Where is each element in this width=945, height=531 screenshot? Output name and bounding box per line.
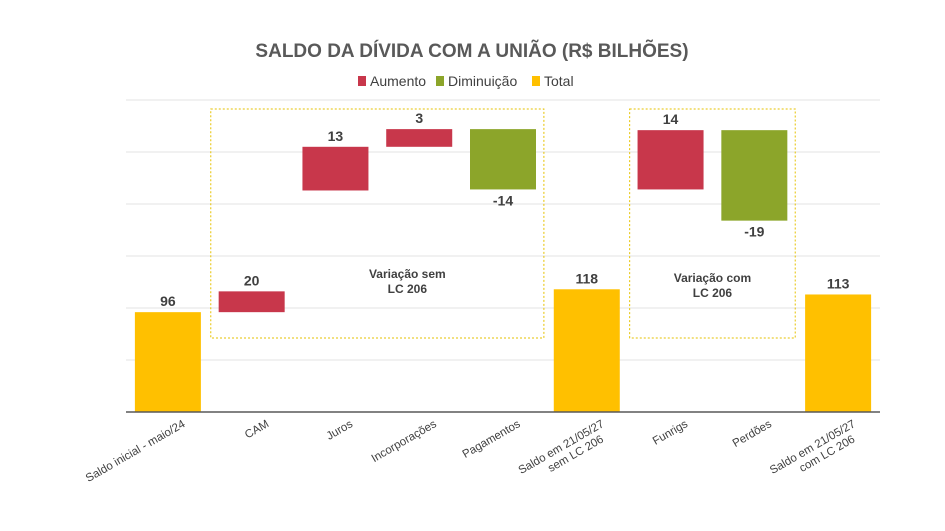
value-label: 118 — [575, 270, 598, 286]
x-tick-label: Incorporações — [370, 418, 439, 465]
x-tick-label: Pagamentos — [461, 418, 523, 461]
bar-increase — [218, 291, 285, 313]
bar-decrease — [721, 130, 788, 221]
value-label: 3 — [415, 110, 423, 126]
x-tick-label: Perdões — [731, 418, 774, 450]
value-label: 13 — [328, 128, 344, 144]
legend-label: Aumento — [370, 73, 426, 89]
value-label: -14 — [493, 192, 513, 208]
legend-label: Total — [544, 73, 574, 89]
x-tick-label: Funrigs — [651, 418, 690, 448]
bar-total — [134, 312, 201, 412]
legend-label: Diminuição — [448, 73, 517, 89]
x-tick-labels: Saldo inicial - maio/24 CAM Juros Incorpora… — [84, 418, 864, 488]
annotation-line1: Variação sem — [369, 267, 446, 281]
bar-total — [553, 289, 620, 412]
annotation-line2: LC 206 — [388, 282, 428, 296]
group-box — [210, 108, 545, 339]
x-tick-label: Saldo em 21/05/27com LC 206 — [768, 418, 864, 488]
legend-swatch — [436, 76, 444, 86]
bar-decrease — [470, 129, 536, 190]
legend: Aumento Diminuição Total — [358, 73, 574, 89]
value-labels: 96 20 13 3 -14 118 14 -19 113 — [160, 110, 850, 309]
legend-swatch — [532, 76, 540, 86]
bar-total — [805, 294, 872, 412]
bar-increase — [302, 146, 369, 191]
annotation-line1: Variação com — [674, 271, 751, 285]
value-label: 20 — [244, 272, 260, 288]
chart-title: SALDO DA DÍVIDA COM A UNIÃO (R$ BILHÕES) — [255, 40, 688, 62]
value-label: -19 — [744, 224, 764, 240]
value-label: 113 — [827, 275, 850, 291]
bar-increase — [637, 130, 704, 190]
x-tick-label: Saldo inicial - maio/24 — [84, 418, 188, 485]
legend-swatch — [358, 76, 366, 86]
x-tick-label: Juros — [325, 418, 356, 443]
bar-increase — [386, 129, 453, 147]
value-label: 96 — [160, 293, 176, 309]
value-label: 14 — [663, 111, 679, 127]
x-tick-label: CAM — [243, 418, 271, 441]
x-tick-label: Saldo em 21/05/27sem LC 206 — [517, 418, 613, 488]
group-box — [629, 108, 796, 339]
annotation-line2: LC 206 — [693, 286, 733, 300]
bars — [134, 129, 872, 412]
